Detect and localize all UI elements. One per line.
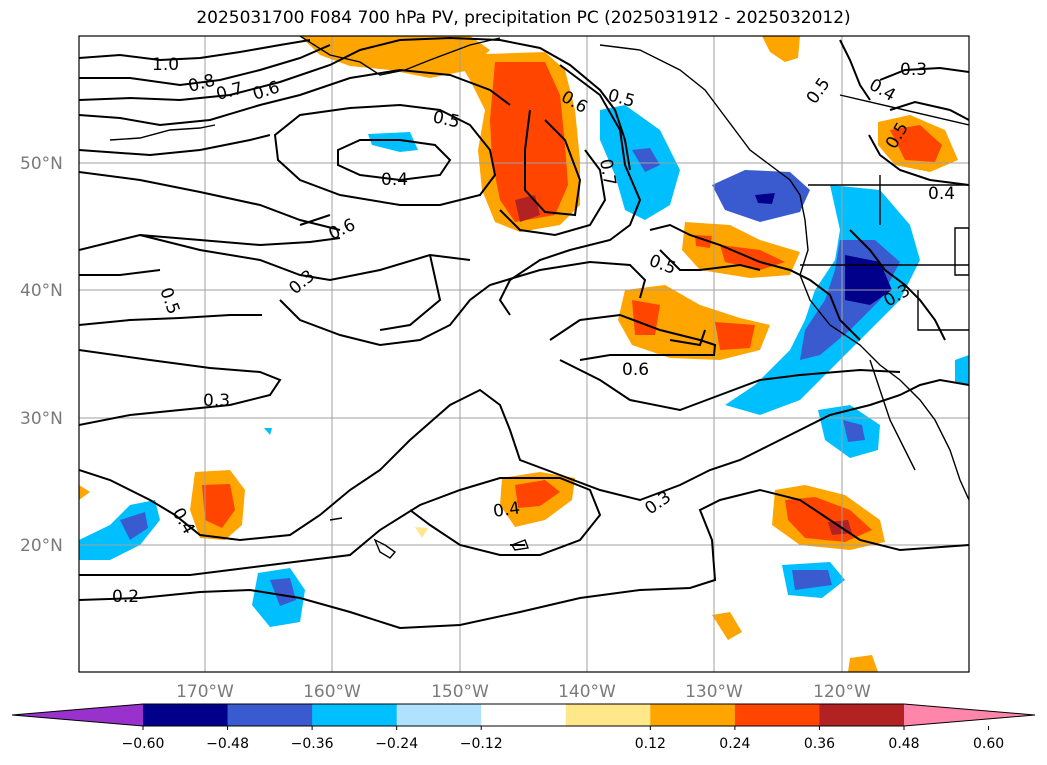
colorbar-tick-label: 0.24 bbox=[719, 736, 750, 752]
negative-anomaly-region bbox=[843, 420, 865, 442]
colorbar-segment bbox=[650, 704, 736, 726]
contour-label: 0.3 bbox=[203, 391, 230, 411]
colorbar-tick-label: −0.60 bbox=[122, 736, 165, 752]
latitude-labels: 50°N 40°N 30°N 20°N bbox=[20, 154, 63, 556]
positive-anomaly-region bbox=[202, 484, 235, 528]
colorbar-segment bbox=[734, 704, 820, 726]
contour-label: 0.6 bbox=[622, 360, 649, 380]
coastlines bbox=[109, 36, 969, 559]
colorbar-tick-label: 0.48 bbox=[888, 736, 919, 752]
colorbar-segments bbox=[11, 703, 1036, 727]
lon-label: 160°W bbox=[303, 682, 361, 702]
lon-label: 130°W bbox=[685, 682, 743, 702]
contour-label: 1.0 bbox=[152, 55, 179, 75]
positive-anomaly-region bbox=[300, 36, 490, 78]
colorbar-tick-label: −0.48 bbox=[206, 736, 249, 752]
map-frame bbox=[78, 35, 970, 673]
negative-anomaly-region bbox=[845, 255, 892, 305]
colorbar-tick-label: −0.12 bbox=[460, 736, 503, 752]
colorbar-tick-label: 0.60 bbox=[973, 736, 1004, 752]
negative-anomaly-region bbox=[264, 428, 272, 435]
positive-anomaly-region bbox=[490, 62, 568, 222]
gridlines bbox=[79, 36, 969, 672]
colorbar-tick-label: −0.24 bbox=[375, 736, 418, 752]
positive-anomaly-region bbox=[712, 612, 742, 640]
positive-anomaly-region bbox=[890, 125, 942, 162]
colorbar-ticks: −0.60 −0.48 −0.36 −0.24 −0.12 0.12 0.24 0.36 0.4… bbox=[122, 726, 1004, 752]
negative-anomaly-region bbox=[632, 148, 660, 172]
colorbar: −0.60 −0.48 −0.36 −0.24 −0.12 0.12 0.24 0.36 0.4… bbox=[11, 703, 1036, 752]
colorbar-segment bbox=[396, 704, 482, 726]
positive-anomaly-region bbox=[715, 322, 755, 350]
lat-label: 50°N bbox=[20, 154, 63, 174]
lon-label: 150°W bbox=[431, 682, 489, 702]
longitude-labels: 170°W 160°W 150°W 140°W 130°W 120°W bbox=[176, 682, 871, 702]
colorbar-segment bbox=[312, 704, 398, 726]
positive-anomaly-region bbox=[415, 527, 428, 538]
positive-anomaly-region bbox=[515, 195, 540, 222]
contour-label: 0.4 bbox=[928, 184, 955, 204]
pv-contours bbox=[79, 36, 969, 630]
lat-label: 20°N bbox=[20, 536, 63, 556]
map-title: 2025031700 F084 700 hPa PV, precipitatio… bbox=[196, 8, 851, 28]
colorbar-segment bbox=[227, 704, 313, 726]
colorbar-tick-label: 0.36 bbox=[804, 736, 835, 752]
lon-label: 120°W bbox=[813, 682, 871, 702]
positive-anomaly-region bbox=[762, 36, 800, 62]
lon-label: 170°W bbox=[176, 682, 234, 702]
contour-label: 0.2 bbox=[112, 587, 139, 607]
contour-label: 0.4 bbox=[381, 170, 408, 190]
positive-anomaly-region bbox=[848, 655, 878, 672]
positive-anomaly-region bbox=[632, 300, 660, 335]
colorbar-tick-label: −0.36 bbox=[291, 736, 334, 752]
negative-anomaly-region bbox=[955, 355, 969, 385]
contour-label: 0.4 bbox=[492, 498, 522, 522]
contour-label: 0.3 bbox=[900, 60, 927, 80]
colorbar-extend-min bbox=[12, 704, 143, 726]
positive-anomaly-region bbox=[515, 480, 560, 508]
negative-anomaly-region bbox=[792, 570, 832, 590]
colorbar-tick-label: 0.12 bbox=[635, 736, 666, 752]
colorbar-segment bbox=[819, 704, 905, 726]
lat-label: 40°N bbox=[20, 281, 63, 301]
negative-anomaly-region bbox=[270, 578, 296, 606]
positive-anomaly-region bbox=[79, 485, 90, 500]
negative-anomaly-region bbox=[120, 512, 148, 540]
colorbar-segment bbox=[565, 704, 651, 726]
lon-label: 140°W bbox=[558, 682, 616, 702]
colorbar-extend-max bbox=[904, 704, 1035, 726]
colorbar-segment bbox=[481, 704, 567, 726]
contour-label: 0.7 bbox=[595, 157, 619, 187]
negative-anomaly-region bbox=[368, 132, 418, 152]
colorbar-segment bbox=[143, 704, 229, 726]
lat-label: 30°N bbox=[20, 409, 63, 429]
negative-anomaly-region bbox=[755, 193, 775, 204]
